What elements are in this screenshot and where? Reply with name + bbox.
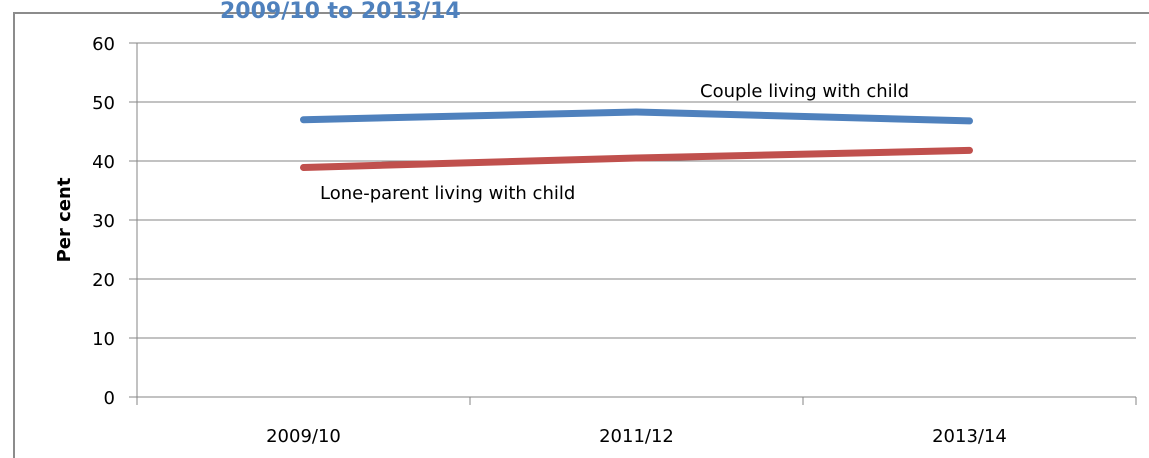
- y-tick-label-30: 30: [92, 211, 115, 232]
- series-annotations: Couple living with child Lone-parent livi…: [320, 81, 909, 204]
- x-tick-label-2: 2013/14: [932, 426, 1007, 447]
- y-tick-label-10: 10: [92, 329, 115, 350]
- x-tick-label-1: 2011/12: [599, 426, 674, 447]
- y-tick-label-20: 20: [92, 270, 115, 291]
- y-tick-label-50: 50: [92, 93, 115, 114]
- y-tick-label-60: 60: [92, 34, 115, 55]
- series-line-0: [300, 108, 973, 125]
- gridlines: [129, 42, 1136, 398]
- chart-title: 2009/10 to 2013/14: [220, 0, 461, 24]
- series-lines: [300, 108, 973, 171]
- series-line-1: [300, 146, 973, 171]
- y-tick-label-40: 40: [92, 152, 115, 173]
- y-tick-label-0: 0: [104, 388, 115, 409]
- series-label-1: Lone-parent living with child: [320, 183, 575, 204]
- x-tick-labels: 2009/10 2011/12 2013/14: [266, 426, 1007, 447]
- y-axis-title: Per cent: [54, 177, 75, 262]
- chart-frame: 2009/10 to 2013/14: [13, 1, 1149, 458]
- series-label-0: Couple living with child: [700, 81, 909, 102]
- x-tick-label-0: 2009/10: [266, 426, 341, 447]
- axes: [136, 43, 1137, 405]
- y-tick-labels: 0 10 20 30 40 50 60: [92, 34, 115, 409]
